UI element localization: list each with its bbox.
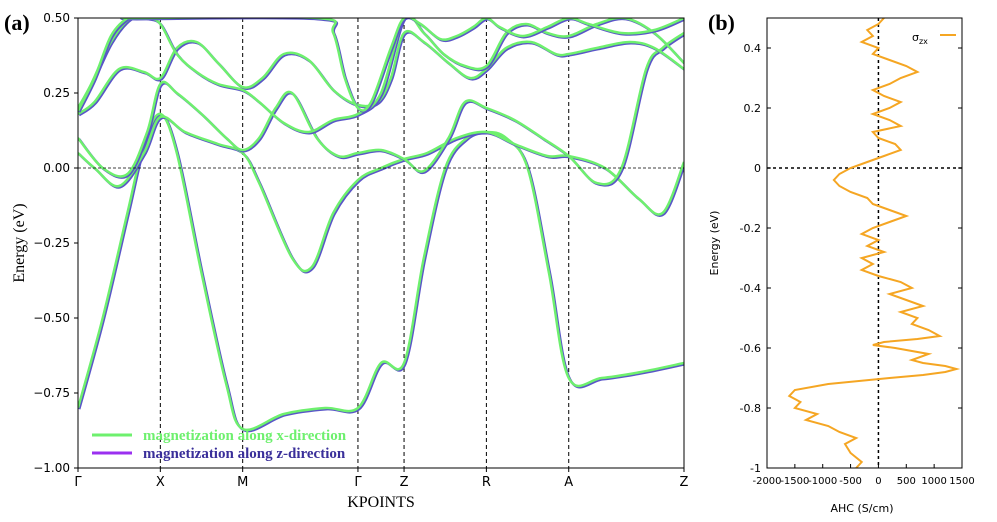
band-structure-panel: (a) −1.00 −0.75 −0.50 −0.25 0.00 0.25 0.50 Γ X M… (4, 10, 689, 511)
kpoint-label: R (482, 475, 491, 490)
x-tick-label-b: 1500 (949, 476, 974, 487)
band-line-x-2 (78, 115, 684, 273)
panel-label-b: (b) (708, 10, 735, 35)
legend-a: magnetization along x-direction magnetiz… (92, 428, 347, 462)
panel-label-a: (a) (4, 10, 30, 35)
x-axis-label-b: AHC (S/cm) (830, 502, 893, 515)
y-tick-label-b: -0.2 (740, 222, 761, 235)
y-tick-label-a: 0.50 (43, 11, 70, 25)
legend-b: σzx (912, 31, 956, 46)
legend-label-sigma: σzx (912, 31, 928, 46)
y-axis-ticks-a: −1.00 −0.75 −0.50 −0.25 0.00 0.25 0.50 (33, 11, 78, 475)
band-line-x-5 (78, 18, 684, 134)
kpoint-label: A (564, 475, 573, 490)
x-tick-label-b: 0 (875, 476, 881, 487)
y-axis-label-b: Energy (eV) (708, 211, 721, 276)
kpoint-grid-lines (159, 18, 570, 468)
kpoint-label: X (156, 475, 165, 490)
y-tick-label-b: 0.2 (744, 102, 762, 115)
y-tick-label-a: −0.25 (33, 236, 70, 250)
y-tick-label-b: -0.4 (740, 282, 761, 295)
ahc-panel: (b) -1 -0.8 -0.6 -0.4 -0.2 0 0.2 0.4 -2000-1500… (708, 10, 975, 515)
x-axis-ticks-b: -2000-1500-1000 -500 0 500 1000 1500 (752, 464, 975, 487)
legend-label-x: magnetization along x-direction (143, 428, 347, 444)
y-tick-label-a: −1.00 (33, 461, 70, 475)
y-tick-label-a: 0.00 (43, 161, 70, 175)
legend-label-z: magnetization along z-direction (143, 446, 346, 462)
x-tick-label-b: 1000 (921, 476, 946, 487)
ahc-curve (787, 18, 961, 468)
legend-sigma-subscript: zx (919, 37, 928, 46)
y-tick-label-a: 0.25 (43, 86, 70, 100)
y-axis-ticks-b: -1 -0.8 -0.6 -0.4 -0.2 0 0.2 0.4 (740, 42, 962, 475)
x-tick-label-b: -2000 (752, 476, 781, 487)
x-tick-label-b: -1500 (780, 476, 809, 487)
plot-frame-b (766, 17, 963, 469)
y-tick-label-b: 0 (754, 162, 761, 175)
x-tick-label-b: -1000 (808, 476, 837, 487)
band-line-x-1 (78, 112, 684, 432)
band-line-z-2 (78, 116, 684, 274)
y-tick-label-a: −0.50 (33, 311, 70, 325)
kpoint-label: Z (680, 475, 689, 490)
x-tick-label-b: -500 (839, 476, 862, 487)
kpoint-label: M (237, 475, 248, 490)
kpoint-label: Γ (74, 475, 82, 490)
y-tick-label-b: -0.8 (740, 402, 761, 415)
kpoint-label: Γ (354, 475, 362, 490)
kpoint-label: Z (400, 475, 409, 490)
y-tick-label-b: 0.4 (744, 42, 762, 55)
band-line-z-4 (78, 31, 684, 117)
y-tick-label-b: -1 (750, 462, 761, 475)
y-tick-label-b: -0.6 (740, 342, 761, 355)
band-line-x-3 (78, 31, 684, 186)
x-tick-label-b: 500 (897, 476, 916, 487)
x-axis-label-a: KPOINTS (347, 494, 415, 511)
y-axis-label-a: Energy (eV) (11, 203, 28, 282)
legend-sigma-symbol: σ (912, 31, 919, 44)
y-tick-label-a: −0.75 (33, 386, 70, 400)
band-lines (78, 18, 684, 433)
